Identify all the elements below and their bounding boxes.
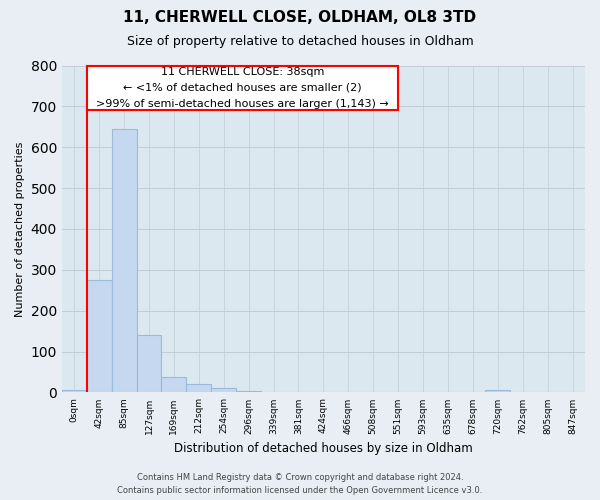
Text: Size of property relative to detached houses in Oldham: Size of property relative to detached ho… [127, 35, 473, 48]
Bar [112, 129, 137, 392]
Text: 11 CHERWELL CLOSE: 38sqm
← <1% of detached houses are smaller (2)
>99% of semi-d: 11 CHERWELL CLOSE: 38sqm ← <1% of detach… [96, 68, 389, 108]
Text: Contains HM Land Registry data © Crown copyright and database right 2024.
Contai: Contains HM Land Registry data © Crown c… [118, 473, 482, 495]
Y-axis label: Number of detached properties: Number of detached properties [15, 142, 25, 316]
Bar [62, 390, 87, 392]
Text: 11, CHERWELL CLOSE, OLDHAM, OL8 3TD: 11, CHERWELL CLOSE, OLDHAM, OL8 3TD [124, 10, 476, 25]
Bar [87, 280, 112, 392]
Bar [211, 388, 236, 392]
X-axis label: Distribution of detached houses by size in Oldham: Distribution of detached houses by size … [174, 442, 473, 455]
Bar [236, 391, 261, 392]
Bar [87, 66, 398, 110]
Bar [485, 390, 510, 392]
Bar [137, 335, 161, 392]
Bar [161, 377, 187, 392]
Bar [187, 384, 211, 392]
